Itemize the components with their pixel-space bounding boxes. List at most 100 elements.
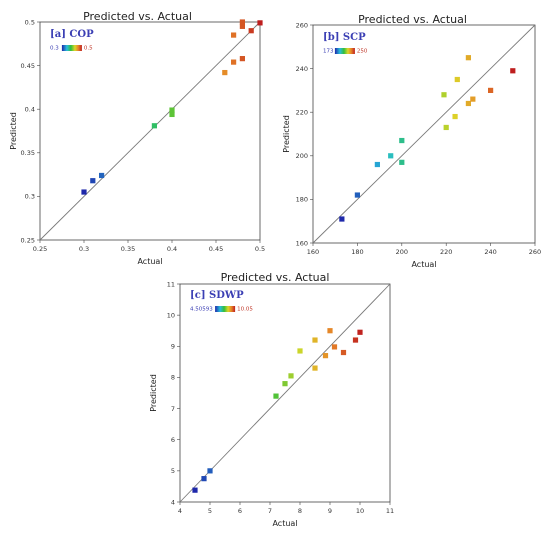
data-point [282,381,288,387]
y-tick-label: 0.4 [25,106,35,114]
data-point [81,189,87,195]
x-tick-label: 220 [440,248,452,256]
x-tick-label: 160 [307,248,319,256]
y-tick-label: 0.35 [21,149,35,157]
data-point [312,365,318,371]
y-axis-label: Predicted [9,112,18,150]
chart-svg-cop: 0.25 0.3 0.35 0.4 0.45 0.5 0.25 0.3 0.35 0.4 0.45 0… [9,18,265,266]
data-point [452,113,458,120]
colorbar-min-label: 0.3 [50,46,59,52]
x-tick-label: 200 [396,248,408,256]
x-tick-label: 260 [529,248,541,256]
data-point [399,159,405,165]
y-tick-label: 220 [296,109,308,117]
y-tick-label: 180 [296,196,308,204]
x-tick-label: 240 [484,248,496,256]
colorbar-max-label: 10.05 [237,307,253,313]
data-point [441,92,447,98]
data-point [374,161,380,168]
y-tick-label: 11 [167,280,175,288]
y-tick-label: 8 [171,374,175,382]
colorbar-min-label: 173 [323,49,334,55]
data-point [331,344,338,350]
x-tick-label: 0.3 [79,245,89,253]
chart-svg-scp: 160 180 200 220 240 260 160 180 200 220 240 260 Actu… [282,21,541,269]
y-tick-label: 6 [171,436,175,444]
data-point [192,487,198,493]
data-point [288,373,294,379]
y-axis-label: Predicted [282,115,291,153]
data-point [312,337,318,343]
data-point [340,349,347,356]
data-point [339,216,345,222]
y-tick-label: 0.5 [25,18,35,26]
data-point [201,476,207,482]
x-tick-label: 0.5 [255,245,265,253]
data-point [99,172,105,179]
y-tick-label: 160 [296,239,308,247]
chart-panel-scp: Predicted vs. Actual 160 180 200 220 240 260 1… [275,0,550,269]
data-point [169,111,175,118]
data-point [231,59,237,65]
x-tick-label: 8 [298,507,302,515]
x-tick-label: 0.25 [33,245,47,253]
data-point [207,468,213,474]
reference-line [179,283,391,503]
data-point [388,153,394,159]
data-point [239,56,245,62]
x-tick-label: 180 [351,248,363,256]
y-tick-label: 240 [296,65,308,73]
data-point [510,68,516,74]
x-tick-label: 7 [268,507,272,515]
x-axis-label: Actual [137,257,162,266]
panel-tag: [a] COP [50,29,94,40]
y-tick-label: 0.3 [25,193,35,201]
y-tick-label: 260 [296,21,308,29]
data-point [443,124,449,131]
chart-panel-sdwp: Predicted vs. Actual 4 5 6 7 8 9 10 11 4 5 6 7 8 9 10 1… [140,268,410,541]
x-tick-label: 0.4 [167,245,177,253]
data-point [354,192,360,198]
panel-tag: [b] SCP [323,32,366,43]
colorbar-max-label: 250 [357,49,368,55]
data-point [327,328,333,334]
x-tick-label: 4 [178,507,182,515]
data-point [239,19,245,25]
chart-panel-cop: Predicted vs. Actual 0.25 0.3 0.35 0.4 0.45 0… [0,0,275,266]
y-tick-label: 10 [167,311,175,319]
data-point [297,348,303,354]
data-point [399,137,405,144]
data-point [357,329,363,335]
y-tick-label: 0.25 [21,236,35,244]
data-point [465,55,471,61]
y-tick-label: 200 [296,152,308,160]
colorbar-min-label: 4.50593 [190,307,213,313]
chart-title: Predicted vs. Actual [358,13,467,26]
x-tick-label: 11 [386,507,394,515]
data-point [248,28,254,34]
reference-line [312,24,536,244]
data-point [352,337,359,343]
x-axis-label: Actual [411,260,436,269]
colorbar [61,45,82,51]
data-point [222,69,228,76]
chart-svg-sdwp: 4 5 6 7 8 9 10 11 4 5 6 7 8 9 10 11 Actual Predicted [c] S… [149,280,394,528]
x-tick-label: 5 [208,507,212,515]
data-point [488,87,494,93]
data-point [465,100,471,107]
chart-title: Predicted vs. Actual [83,10,192,23]
y-tick-label: 9 [171,343,175,351]
chart-title: Predicted vs. Actual [220,271,330,284]
data-point [454,76,460,83]
data-point [257,20,263,26]
x-tick-label: 10 [356,507,364,515]
x-axis-label: Actual [272,519,297,528]
panel-tag: [c] SDWP [190,290,244,301]
data-point [470,96,476,102]
colorbar-max-label: 0.5 [84,46,93,52]
data-point [231,32,237,38]
y-tick-label: 7 [171,405,175,413]
data-point [90,178,96,184]
x-tick-label: 0.35 [121,245,135,253]
x-tick-label: 9 [328,507,332,515]
